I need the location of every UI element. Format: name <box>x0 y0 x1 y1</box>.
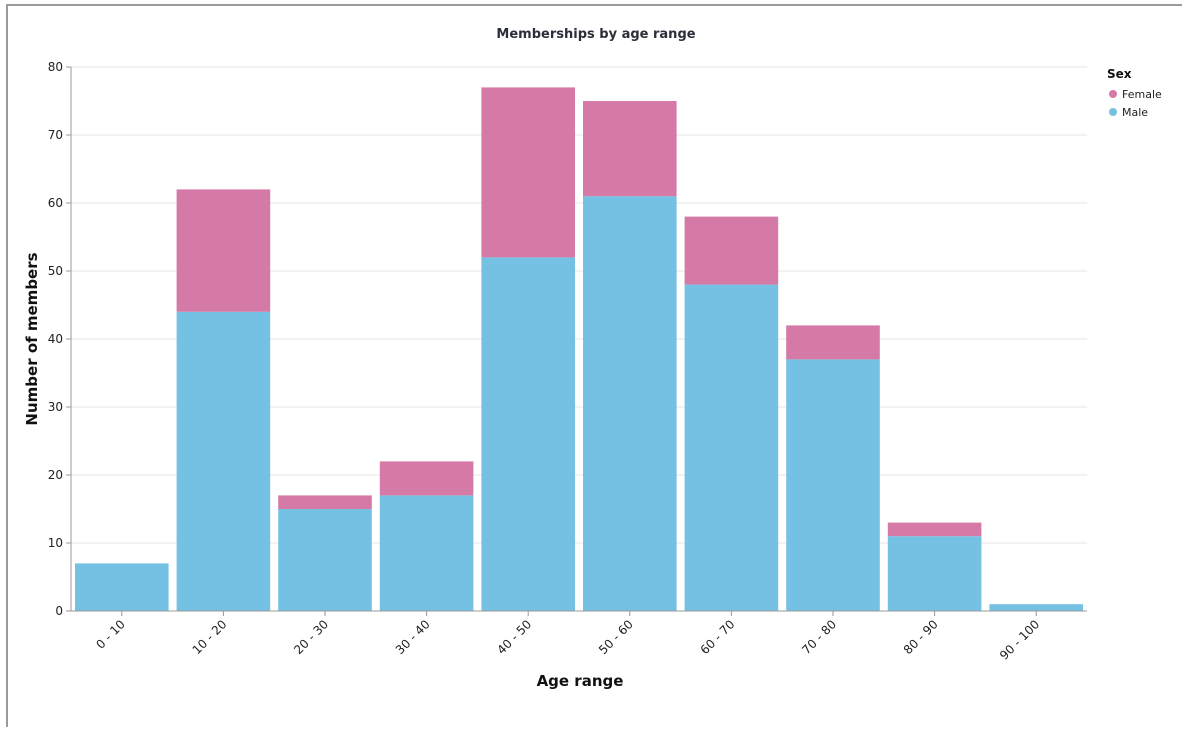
x-tick-label: 70 - 80 <box>799 617 839 657</box>
y-tick-label: 20 <box>48 468 63 482</box>
bar-female-20-30 <box>278 495 372 509</box>
legend-swatch-male <box>1109 108 1117 116</box>
x-tick-label: 80 - 90 <box>901 617 941 657</box>
y-tick-label: 10 <box>48 536 63 550</box>
bar-female-60-70 <box>684 216 779 285</box>
bar-female-80-90 <box>887 522 982 537</box>
bar-female-50-60 <box>583 101 677 197</box>
x-tick-labels: 0 - 10 10 - 20 20 - 30 30 - 40 40 - 50 50 - 6… <box>93 611 1042 663</box>
x-tick-label: 90 - 100 <box>997 617 1042 662</box>
y-tick-label: 50 <box>48 264 63 278</box>
y-tick-label: 0 <box>55 604 63 618</box>
bar-male-70-80 <box>786 359 880 611</box>
x-tick-label: 10 - 20 <box>190 617 230 657</box>
x-tick-label: 50 - 60 <box>596 617 636 657</box>
bar-male-30-40 <box>379 495 474 611</box>
legend-label-male: Male <box>1122 106 1148 119</box>
x-tick-label: 60 - 70 <box>698 617 738 657</box>
bar-male-50-60 <box>583 196 677 611</box>
y-tick-labels: 0 10 20 30 40 50 60 70 80 <box>48 60 71 618</box>
y-tick-label: 80 <box>48 60 63 74</box>
legend-label-female: Female <box>1122 88 1162 101</box>
legend-swatch-female <box>1109 90 1117 98</box>
x-tick-label: 30 - 40 <box>393 617 433 657</box>
y-tick-label: 30 <box>48 400 63 414</box>
bar-male-40-50 <box>481 257 575 611</box>
x-tick-label: 20 - 30 <box>291 617 331 657</box>
legend: Sex Female Male <box>1107 67 1162 119</box>
bar-male-20-30 <box>278 509 372 611</box>
bar-male-80-90 <box>887 536 982 611</box>
x-tick-label: 40 - 50 <box>494 617 534 657</box>
y-tick-label: 70 <box>48 128 63 142</box>
chart-title: Memberships by age range <box>496 27 695 42</box>
bar-male-90-100 <box>989 604 1083 611</box>
y-axis-title: Number of members <box>23 252 41 425</box>
y-tick-label: 40 <box>48 332 63 346</box>
x-tick-label: 0 - 10 <box>93 617 128 652</box>
bar-female-70-80 <box>786 325 880 360</box>
bar-male-10-20 <box>176 311 271 611</box>
bar-male-0-10 <box>75 563 169 611</box>
y-tick-label: 60 <box>48 196 63 210</box>
bar-female-40-50 <box>481 87 575 258</box>
bar-female-10-20 <box>176 189 271 312</box>
bars-group <box>75 87 1083 611</box>
legend-title: Sex <box>1107 67 1132 81</box>
bar-male-60-70 <box>684 284 779 611</box>
bar-female-30-40 <box>379 461 474 496</box>
x-axis-title: Age range <box>537 672 624 690</box>
